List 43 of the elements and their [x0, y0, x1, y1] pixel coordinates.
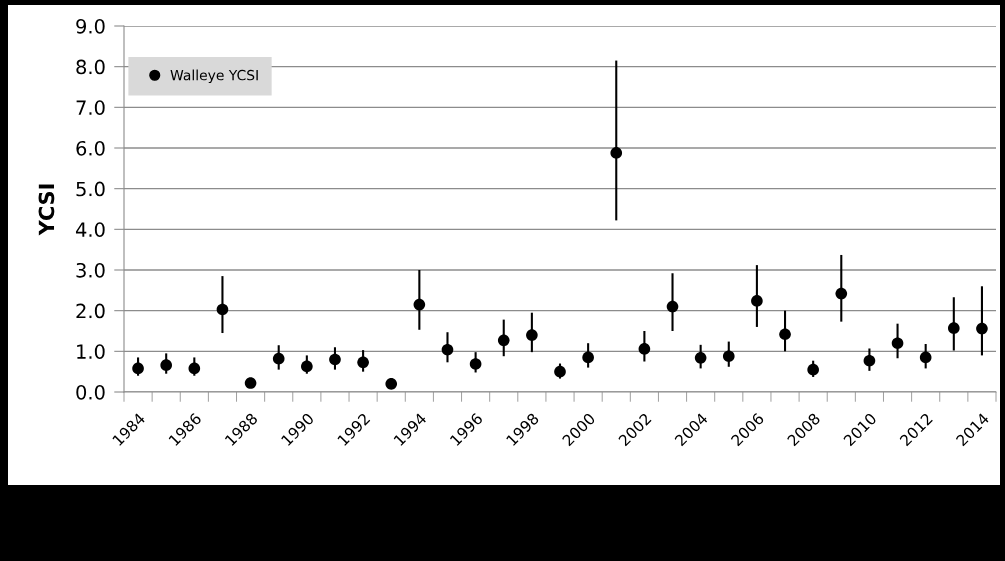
point [441, 343, 454, 356]
legend-label: Walleye YCSI [170, 69, 258, 84]
point [497, 334, 510, 347]
point [694, 352, 707, 364]
point [554, 365, 566, 378]
point [132, 362, 144, 375]
point [301, 360, 313, 373]
point [638, 343, 651, 355]
y-tick-label: 8.0 [76, 59, 105, 75]
y-tick-label: 3.0 [76, 262, 105, 278]
point [413, 298, 426, 311]
y-tick-label: 5.0 [76, 181, 105, 197]
point [160, 359, 172, 371]
y-axis-title: YCSI [38, 184, 55, 236]
point [891, 337, 904, 350]
point [582, 351, 594, 364]
point [610, 147, 623, 159]
y-tick-label: 7.0 [76, 100, 105, 115]
point [779, 328, 791, 341]
point [976, 322, 988, 335]
point [385, 378, 398, 390]
point [272, 352, 285, 365]
y-tick-label: 1.0 [77, 344, 105, 359]
point [666, 300, 679, 313]
point [357, 356, 369, 369]
point [216, 303, 229, 316]
point [863, 354, 876, 367]
y-tick-label: 4.0 [75, 222, 105, 237]
point [188, 362, 201, 375]
y-tick-label: 2.0 [76, 303, 105, 319]
point [751, 295, 763, 307]
point [526, 329, 538, 341]
y-tick-label: 0.0 [76, 384, 105, 400]
y-tick-label: 6.0 [76, 140, 105, 156]
y-tick-label: 9.0 [76, 18, 105, 34]
point [329, 353, 341, 366]
point [244, 377, 257, 389]
point [807, 363, 819, 376]
point [835, 287, 848, 300]
point [722, 350, 735, 363]
point [948, 322, 960, 334]
point [469, 358, 482, 370]
point [919, 351, 932, 364]
